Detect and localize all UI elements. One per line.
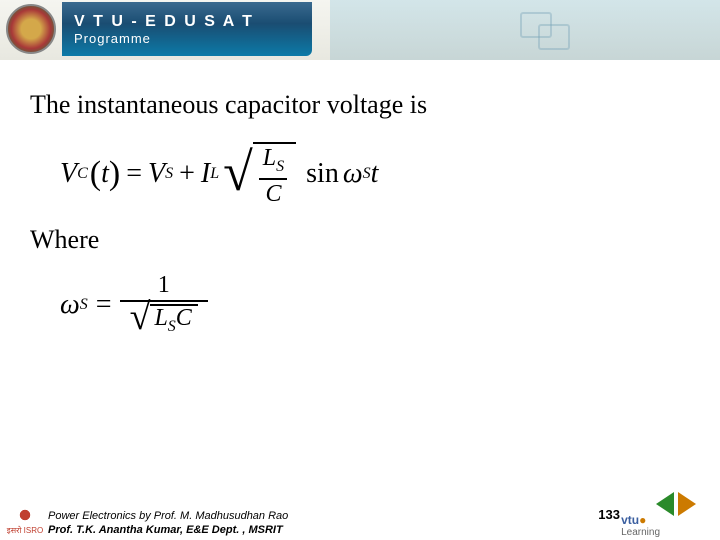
t-arg: t bbox=[101, 158, 109, 190]
header-banner: V T U - E D U S A T Programme bbox=[62, 2, 312, 56]
where-text: Where bbox=[30, 225, 690, 255]
page-number: 133 bbox=[598, 507, 620, 522]
omega2-sub: S bbox=[80, 296, 88, 314]
author-line2: Prof. T.K. Anantha Kumar, E&E Dept. , MS… bbox=[48, 524, 283, 536]
author-line1: Power Electronics by Prof. M. Madhusudha… bbox=[48, 510, 288, 522]
frac-num: 1 bbox=[152, 273, 176, 300]
vc-var: V bbox=[60, 158, 77, 190]
isro-emblem-icon bbox=[6, 4, 56, 54]
sin-fn: sin bbox=[306, 158, 339, 190]
sqrt-ls-over-c: √ LS C bbox=[223, 142, 296, 207]
omega-frac: 1 √ LSC bbox=[120, 273, 208, 338]
equation-vc: VC (t) = VS + IL √ LS C sin ωSt bbox=[60, 142, 690, 207]
header-bar: V T U - E D U S A T Programme bbox=[0, 0, 720, 60]
omega-var: ω bbox=[343, 158, 363, 190]
t-var: t bbox=[371, 158, 379, 190]
intro-text: The instantaneous capacitor voltage is bbox=[30, 90, 690, 120]
vs-sub: S bbox=[165, 165, 173, 183]
il-var: I bbox=[201, 158, 210, 190]
omega-sub: S bbox=[363, 165, 371, 183]
program-subtitle: Programme bbox=[74, 31, 312, 46]
vtu-learning-logo: vtu● Learning bbox=[621, 513, 660, 538]
program-title: V T U - E D U S A T bbox=[74, 13, 312, 31]
footer: इसरो ISRO Power Electronics by Prof. M. … bbox=[0, 500, 720, 540]
isro-footer-icon: इसरो ISRO bbox=[6, 506, 44, 536]
slide-content: The instantaneous capacitor voltage is V… bbox=[30, 90, 690, 355]
next-arrow-icon[interactable] bbox=[678, 492, 696, 516]
equation-omega: ωS = 1 √ LSC bbox=[60, 273, 690, 338]
nav-arrows bbox=[656, 492, 696, 516]
vs-var: V bbox=[148, 158, 165, 190]
overlap-squares-icon bbox=[520, 12, 580, 48]
il-sub: L bbox=[210, 165, 219, 183]
vc-sub: C bbox=[77, 165, 88, 183]
omega2-var: ω bbox=[60, 289, 80, 321]
